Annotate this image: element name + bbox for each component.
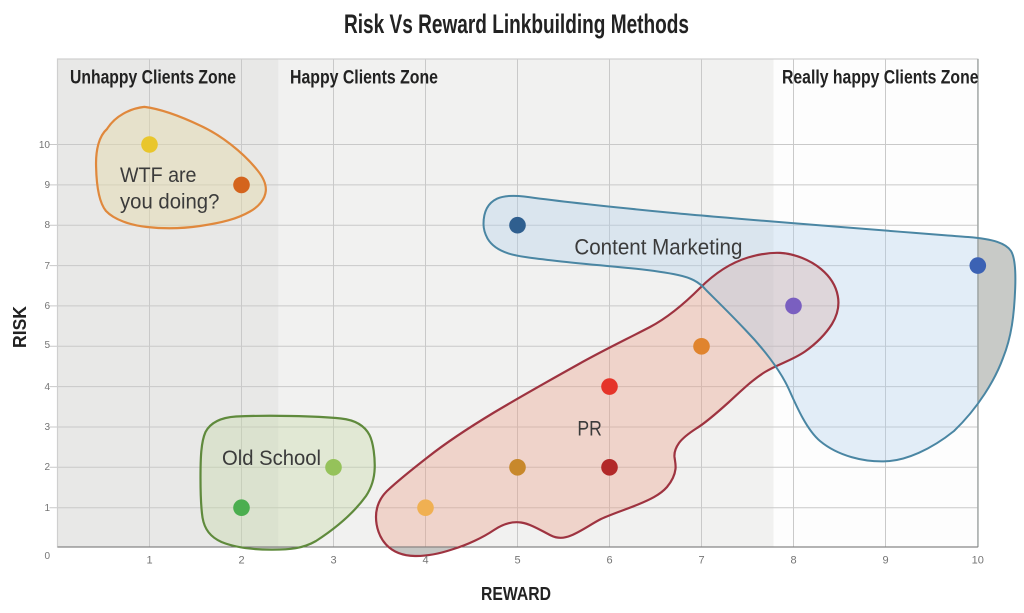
svg-text:6: 6 <box>606 555 612 567</box>
svg-text:WTF are: WTF are <box>120 163 197 187</box>
svg-text:5: 5 <box>44 340 50 351</box>
svg-text:Happy Clients Zone: Happy Clients Zone <box>290 68 438 89</box>
svg-text:6: 6 <box>44 301 50 312</box>
svg-text:Unhappy Clients Zone: Unhappy Clients Zone <box>70 68 236 89</box>
svg-text:4: 4 <box>422 555 428 567</box>
svg-text:9: 9 <box>44 180 50 191</box>
svg-text:3: 3 <box>330 555 336 567</box>
svg-text:0: 0 <box>44 551 50 562</box>
svg-text:10: 10 <box>972 555 984 567</box>
svg-text:7: 7 <box>44 261 50 272</box>
svg-text:5: 5 <box>514 555 520 567</box>
svg-text:you doing?: you doing? <box>120 190 219 214</box>
svg-text:8: 8 <box>44 220 50 231</box>
svg-text:2: 2 <box>44 462 50 473</box>
svg-text:Old School: Old School <box>222 446 321 470</box>
svg-text:PR: PR <box>577 417 602 441</box>
svg-text:REWARD: REWARD <box>481 584 551 604</box>
svg-text:Risk Vs Reward Linkbuilding Me: Risk Vs Reward Linkbuilding Methods <box>344 9 689 39</box>
svg-text:8: 8 <box>790 555 796 567</box>
svg-text:7: 7 <box>698 555 704 567</box>
svg-text:1: 1 <box>44 503 50 514</box>
svg-text:Really happy Clients Zone: Really happy Clients Zone <box>782 68 979 89</box>
svg-text:1: 1 <box>146 555 152 567</box>
svg-text:9: 9 <box>882 555 888 567</box>
svg-text:2: 2 <box>238 555 244 567</box>
svg-text:RISK: RISK <box>10 306 30 348</box>
svg-text:Content Marketing: Content Marketing <box>574 235 742 260</box>
svg-text:4: 4 <box>44 382 50 393</box>
svg-text:10: 10 <box>39 140 51 151</box>
svg-text:3: 3 <box>44 422 50 433</box>
